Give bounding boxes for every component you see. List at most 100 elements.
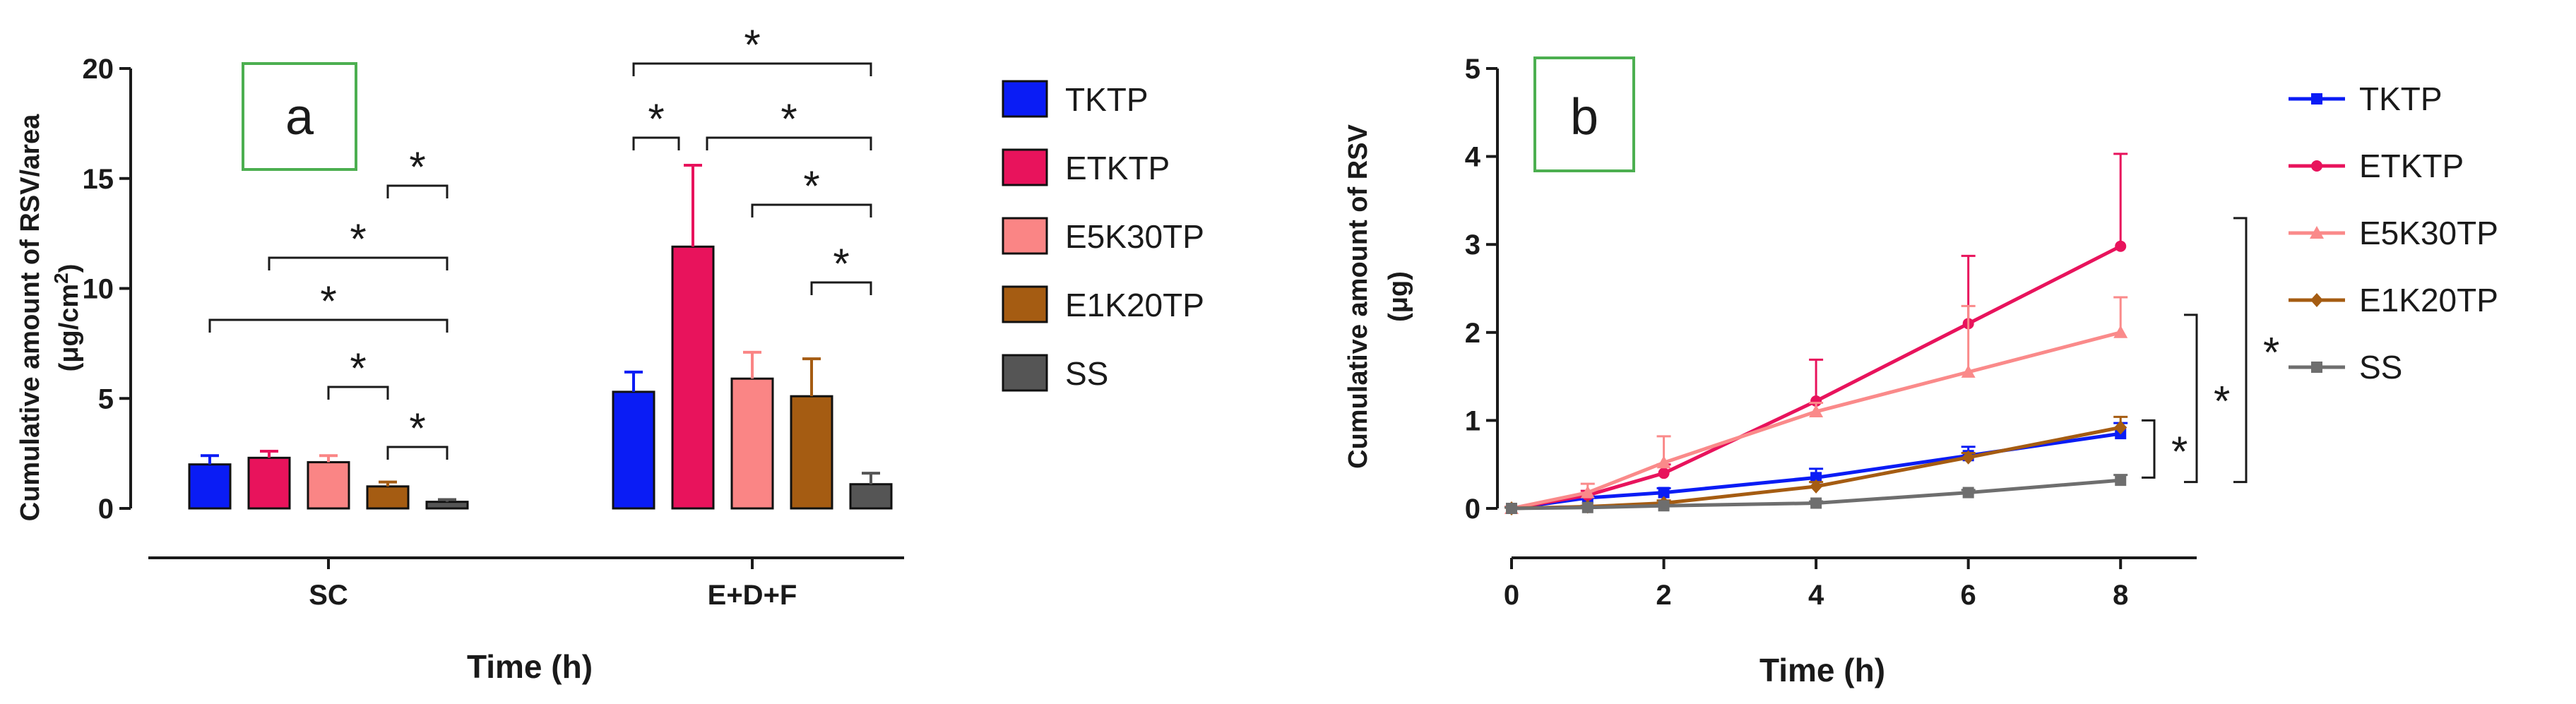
panel-a-label: a — [285, 89, 314, 145]
panel-a-legend-label: SS — [1065, 355, 1108, 392]
panel-b-legend-label: SS — [2359, 349, 2402, 386]
panel-b-marker — [2311, 93, 2322, 105]
panel-b-significance-bracket — [2233, 217, 2248, 484]
panel-b-y-tick-label: 4 — [1465, 142, 1481, 173]
panel-a-significance-star: * — [409, 143, 425, 191]
panel-a-legend-swatch — [1002, 285, 1048, 323]
panel-b-marker — [1581, 501, 1593, 513]
panel-b-series-line — [1511, 330, 2121, 511]
panel-b-ylabel-line1: Cumulative amount of RSV — [1343, 124, 1373, 468]
panel-a-significance-bracket — [751, 203, 872, 217]
panel-b-marker — [1658, 487, 1670, 499]
panel-a-bar — [790, 395, 833, 510]
panel-a-significance-bracket — [632, 136, 680, 150]
panel-a-significance-star: * — [409, 405, 425, 452]
panel-a-x-axis: SC E+D+F — [148, 556, 904, 611]
panel-b-marker — [1810, 395, 1822, 407]
panel-a-significance-bracket — [810, 281, 872, 295]
panel-a-significance: ******** ** — [208, 21, 872, 460]
panel-b-significance-star: * — [2263, 329, 2279, 376]
panel-a-bar — [849, 483, 893, 510]
panel-a-y-tick-label: 10 — [83, 274, 114, 305]
panel-b-marker — [1658, 500, 1670, 512]
panel-a-y-tick-label: 20 — [83, 54, 114, 85]
panel-a-significance-bracket — [706, 136, 872, 150]
panel-b-legend-label: ETKTP — [2359, 148, 2464, 184]
panel-a-bar — [671, 245, 715, 510]
panel-a-significance-bracket — [327, 386, 389, 400]
panel-a-ylabel-line2: (μg/cm2) — [50, 264, 84, 372]
panel-b-y-tick-label: 5 — [1465, 54, 1480, 85]
panel-a-significance-bracket — [632, 62, 872, 76]
panel-a-legend-swatch — [1002, 354, 1048, 392]
panel-a-significance-star: * — [833, 240, 849, 287]
panel-a-significance-bracket — [386, 184, 449, 198]
panel-b-ylabel-line2: (μg) — [1384, 271, 1413, 322]
panel-b-significance-star: * — [2214, 377, 2230, 424]
panel-b-marker — [2115, 475, 2127, 487]
panel-b-marker — [2311, 160, 2322, 172]
panel-a-significance-star: * — [780, 95, 797, 143]
panel-a-label-box — [242, 62, 357, 171]
panel-a-significance-star: * — [803, 162, 819, 210]
panel-b-marker — [1810, 472, 1822, 484]
panel-a-bar — [188, 463, 232, 510]
panel-a-significance-bracket — [386, 446, 449, 460]
panel-a-significance-star: * — [350, 215, 366, 263]
panel-b-marker — [1961, 450, 1975, 465]
panel-b-marker — [1580, 485, 1595, 499]
panel-a-bar — [366, 485, 410, 510]
panel-a-significance-bracket — [208, 318, 449, 333]
panel-a-legend-swatch — [1002, 148, 1048, 186]
panel-a-legend-label: E5K30TP — [1065, 218, 1204, 255]
panel-b: b Cumulative amount of RSV (μg) 0 1 2 3 4 5 0… — [1343, 54, 2279, 688]
panel-a-legend-swatch — [1002, 217, 1048, 255]
panel-b-x-tick-label: 2 — [1656, 580, 1671, 611]
panel-b-y-tick-label: 2 — [1465, 318, 1480, 349]
panel-b-x-tick-label: 0 — [1504, 580, 1519, 611]
panel-a: a Cumulative amount of RSV/area (μg/cm2)… — [16, 21, 904, 685]
panel-b-marker — [2311, 362, 2322, 373]
panel-b-significance: * * * — [2142, 217, 2279, 484]
panel-b-legend: TKTP ETKTP E5K30TP E1K20TP SS — [2289, 80, 2498, 386]
panel-a-significance-star: * — [320, 278, 336, 325]
panel-a-bar — [730, 377, 774, 510]
panel-a-significance-star: * — [744, 21, 760, 68]
panel-a-y-tick-label: 0 — [98, 494, 114, 525]
panel-b-legend-label: E1K20TP — [2359, 282, 2498, 318]
panel-a-y-axis: 0 5 10 15 20 — [83, 54, 132, 525]
panel-b-marker — [1656, 455, 1671, 469]
panel-b-legend-label: TKTP — [2359, 80, 2443, 117]
panel-a-y-tick-label: 5 — [98, 383, 114, 414]
panel-a-x-tick-label: SC — [309, 580, 348, 611]
panel-b-series-line — [1511, 478, 2121, 511]
panel-a-bar — [612, 390, 655, 510]
panel-b-marker — [1810, 497, 1822, 509]
panel-b-y-axis: 0 1 2 3 4 5 — [1465, 54, 1499, 525]
panel-b-marker — [1961, 364, 1976, 378]
panel-a-bar — [307, 461, 350, 510]
panel-a-significance-bracket — [268, 256, 449, 270]
panel-b-x-tick-label: 8 — [2113, 580, 2128, 611]
panel-b-y-tick-label: 3 — [1465, 229, 1480, 261]
panel-a-significance-star: * — [648, 95, 664, 143]
panel-a-legend: TKTP ETKTP E5K30TP E1K20TP SS — [1002, 80, 1204, 392]
panel-b-marker — [1809, 404, 1824, 417]
panel-b-series — [1504, 153, 2128, 515]
panel-b-y-tick-label: 0 — [1465, 494, 1480, 525]
panel-b-marker — [1810, 479, 1823, 494]
panel-b-marker — [2113, 325, 2128, 338]
panel-a-ylabel-line1: Cumulative amount of RSV/area — [16, 114, 45, 521]
panel-b-x-tick-label: 4 — [1808, 580, 1824, 611]
panel-b-marker — [2310, 293, 2323, 307]
panel-a-legend-label: E1K20TP — [1065, 287, 1204, 323]
panel-b-marker — [1658, 467, 1670, 479]
panel-a-y-tick-label: 15 — [83, 164, 114, 195]
panel-a-bar — [247, 456, 291, 510]
panel-b-marker — [1506, 503, 1517, 514]
panel-b-significance-star: * — [2171, 428, 2188, 475]
panel-b-significance-bracket — [2142, 419, 2156, 479]
panel-b-label: b — [1570, 89, 1598, 145]
panel-a-legend-swatch — [1002, 80, 1048, 118]
panel-b-legend-label: E5K30TP — [2359, 215, 2498, 251]
